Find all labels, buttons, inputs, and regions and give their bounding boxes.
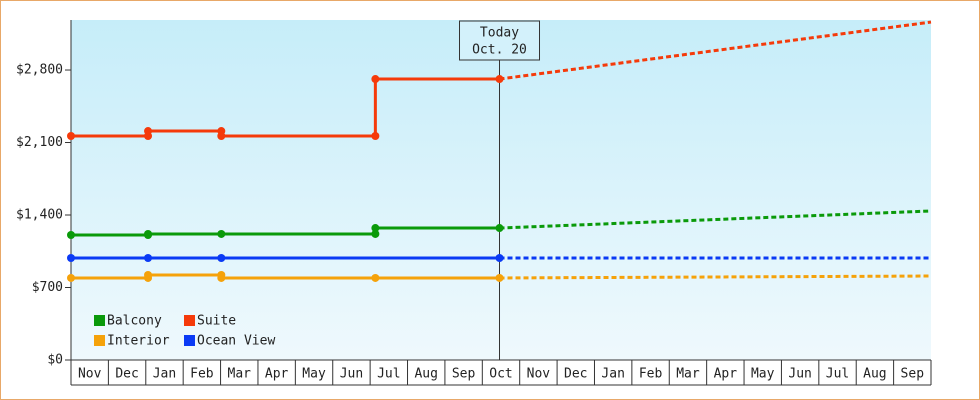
x-tick-label: Feb — [190, 367, 214, 382]
legend-swatch — [184, 315, 195, 326]
point — [67, 131, 75, 140]
point — [67, 253, 75, 262]
legend-swatch — [184, 335, 195, 346]
x-tick-label: Jul — [826, 367, 849, 382]
x-tick-label: Aug — [863, 367, 886, 382]
point — [144, 253, 153, 262]
x-tick-label: Nov — [78, 367, 102, 382]
y-tick-label: $1,400 — [16, 208, 63, 223]
point — [67, 230, 75, 239]
legend-swatch — [94, 315, 105, 326]
x-tick-label: Mar — [228, 367, 252, 382]
legend-label: Interior — [107, 334, 170, 349]
point — [144, 127, 153, 136]
y-tick-label: $2,800 — [16, 63, 63, 78]
point — [495, 273, 504, 282]
y-tick-label: $0 — [47, 353, 63, 368]
point — [495, 253, 504, 262]
point — [371, 229, 380, 238]
legend-label: Balcony — [107, 314, 162, 329]
x-tick-label: Jun — [340, 367, 363, 382]
point — [217, 229, 226, 238]
point — [495, 75, 504, 84]
point — [371, 224, 380, 233]
point — [144, 229, 153, 238]
x-tick-label: Jan — [153, 367, 176, 382]
x-tick-label: Sep — [901, 367, 925, 382]
x-tick-label: Aug — [414, 367, 437, 382]
point — [371, 131, 380, 140]
x-tick-label: May — [302, 367, 326, 382]
legend-label: Ocean View — [197, 334, 275, 349]
x-tick-label: Jan — [601, 367, 624, 382]
x-tick-label: Apr — [714, 367, 738, 382]
forecast-line — [499, 20, 932, 81]
y-tick-label: $2,100 — [16, 135, 63, 150]
x-tick-label: Dec — [115, 367, 138, 382]
point — [217, 273, 226, 282]
x-tick-label: Apr — [265, 367, 289, 382]
point — [371, 75, 380, 84]
x-tick-label: Jun — [788, 367, 811, 382]
point — [371, 273, 380, 282]
point — [217, 253, 226, 262]
y-tick-label: $700 — [32, 280, 63, 295]
x-tick-label: Jul — [377, 367, 400, 382]
legend-swatch — [94, 335, 105, 346]
x-tick-label: Feb — [639, 367, 663, 382]
point — [144, 270, 153, 279]
point — [495, 224, 504, 233]
x-tick-label: Mar — [676, 367, 700, 382]
x-tick-label: Sep — [452, 367, 476, 382]
point — [217, 131, 226, 140]
today-label: Oct. 20 — [472, 43, 527, 58]
x-tick-label: Dec — [564, 367, 587, 382]
x-tick-label: Nov — [527, 367, 551, 382]
today-label: Today — [480, 26, 519, 41]
legend-label: Suite — [197, 314, 236, 329]
point — [67, 273, 75, 282]
plot-area — [71, 20, 931, 360]
x-tick-label: Oct — [489, 367, 512, 382]
x-tick-label: May — [751, 367, 775, 382]
today-box — [459, 20, 541, 61]
